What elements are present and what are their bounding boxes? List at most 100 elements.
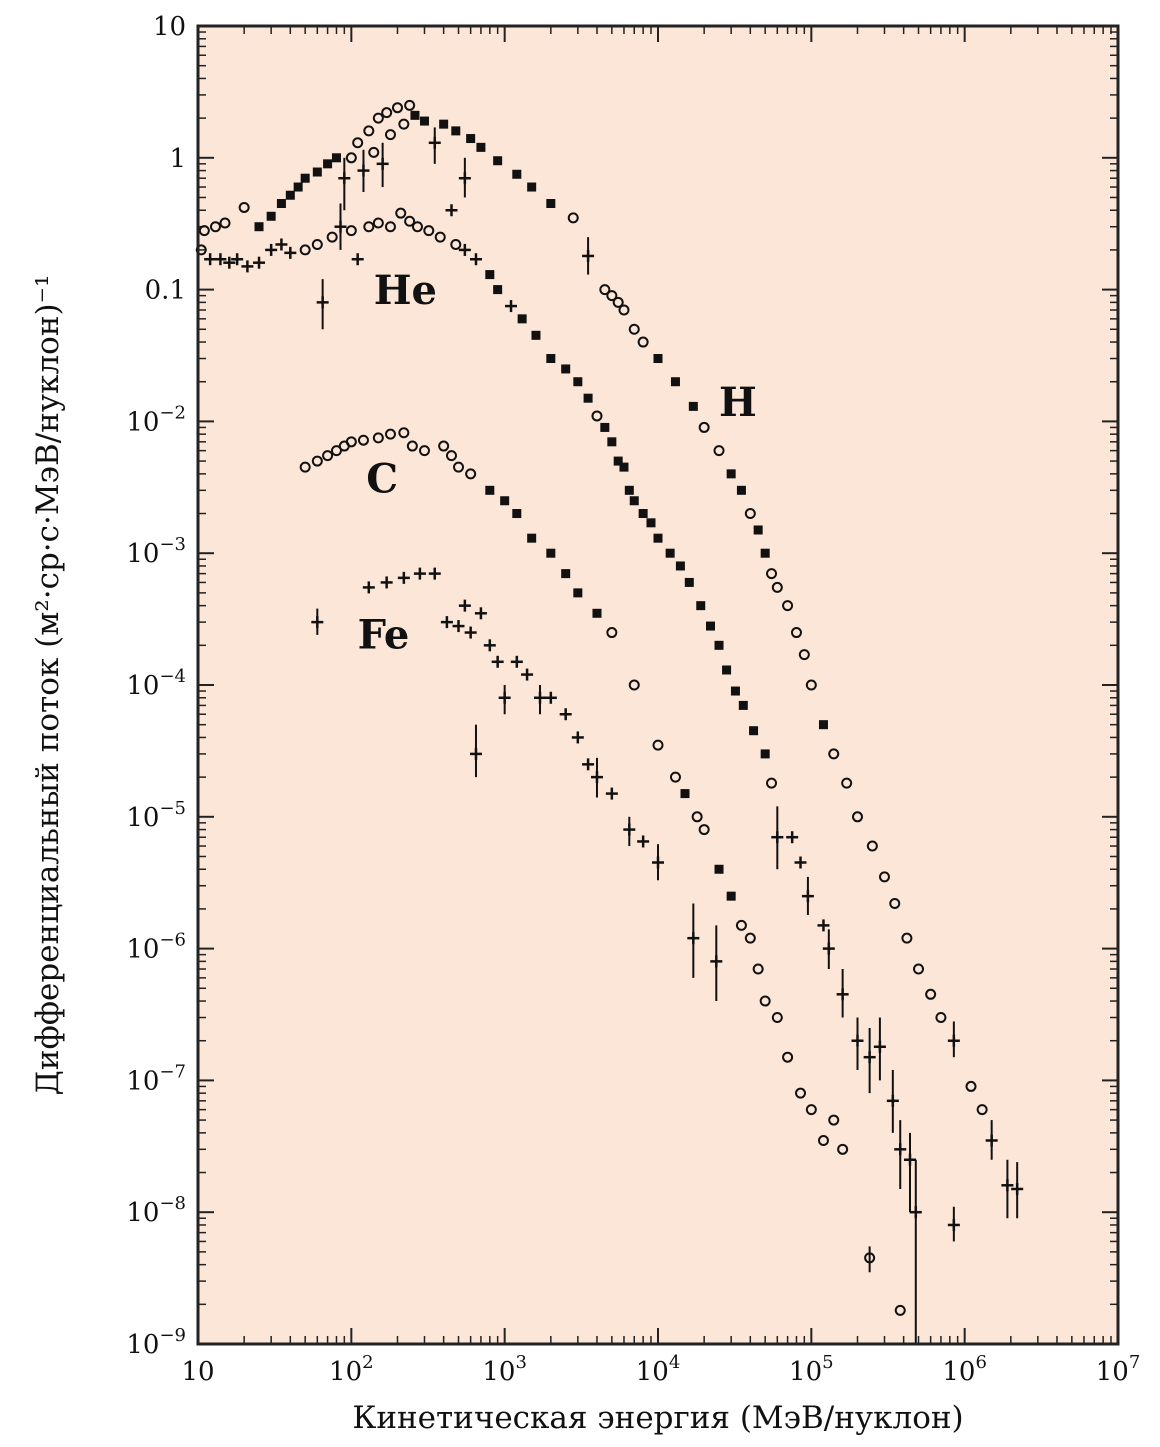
data-point [458, 243, 471, 256]
data-point [909, 1159, 922, 1344]
data-point [311, 238, 323, 250]
data-point [760, 548, 770, 558]
data-point [326, 231, 338, 243]
data-point [894, 1120, 907, 1189]
data-point [363, 221, 375, 233]
data-point [669, 771, 681, 783]
data-point [505, 300, 518, 313]
y-tick-label: 10−5 [126, 798, 186, 833]
data-point [798, 649, 810, 661]
data-point [428, 567, 441, 580]
data-point [976, 1104, 988, 1116]
data-point [590, 757, 603, 798]
data-point [744, 508, 756, 520]
data-point [749, 726, 759, 736]
data-point [613, 456, 623, 466]
data-point [512, 509, 522, 519]
data-point [606, 290, 618, 302]
data-point [582, 758, 595, 771]
data-point [637, 336, 649, 348]
data-point [493, 285, 503, 295]
data-point [646, 518, 656, 528]
data-point [372, 432, 384, 444]
data-point [698, 824, 710, 836]
data-point [418, 445, 430, 457]
data-point [714, 864, 724, 874]
y-tick-label: 10 [153, 12, 186, 42]
data-point [521, 668, 534, 681]
data-point [300, 173, 310, 183]
data-point [323, 159, 333, 169]
data-point [696, 601, 706, 611]
data-point [380, 576, 393, 589]
data-point [398, 427, 410, 439]
data-point [241, 260, 254, 273]
data-point [411, 221, 423, 233]
data-point [801, 876, 814, 915]
data-point [760, 749, 770, 759]
data-point [512, 169, 522, 179]
data-point [253, 256, 266, 269]
data-point [316, 279, 329, 330]
data-point [531, 330, 541, 340]
data-point [818, 720, 828, 730]
data-point [607, 437, 617, 447]
data-point [285, 190, 295, 200]
y-tick-label: 1 [169, 144, 186, 174]
data-point [510, 655, 523, 668]
data-point [828, 1114, 840, 1126]
data-point [357, 434, 369, 446]
x-axis-title: Кинетическая энергия (МэВ/нуклон) [352, 1400, 963, 1436]
data-point [670, 377, 680, 387]
data-point [404, 215, 416, 227]
data-point [947, 1206, 960, 1242]
data-point [345, 225, 357, 237]
data-point [299, 461, 311, 473]
data-point [782, 600, 794, 612]
data-point [628, 679, 640, 691]
series-label-fe: Fe [358, 611, 410, 658]
data-point [766, 568, 778, 580]
data-point [452, 620, 465, 633]
y-tick-label: 10−9 [126, 1325, 186, 1360]
data-point [491, 655, 504, 668]
data-point [766, 777, 778, 789]
data-point [223, 256, 236, 269]
data-point [440, 616, 453, 629]
data-point [445, 204, 458, 217]
data-point [713, 445, 725, 457]
data-point [583, 393, 593, 403]
data-point [498, 685, 511, 715]
data-point [363, 125, 375, 137]
data-point [451, 126, 461, 136]
data-point [817, 919, 830, 932]
data-point [1001, 1159, 1014, 1219]
data-points-layer [195, 99, 1024, 1344]
data-point [805, 679, 817, 691]
data-point [322, 450, 334, 462]
data-point [591, 410, 603, 422]
data-point [352, 137, 364, 149]
data-point [873, 1017, 886, 1081]
data-point [837, 1143, 849, 1155]
data-point [600, 422, 610, 432]
data-point [624, 485, 634, 495]
data-point [722, 665, 732, 675]
data-point [828, 748, 840, 760]
plot-frame [196, 24, 1120, 1346]
data-point [450, 238, 462, 250]
data-point [714, 640, 724, 650]
data-point [466, 134, 476, 144]
data-point [311, 608, 324, 635]
data-point [935, 1012, 947, 1024]
data-point [606, 627, 618, 639]
series-labels-layer: H He C Fe [358, 267, 757, 658]
data-point [771, 806, 784, 870]
data-point [947, 1021, 960, 1058]
data-point [517, 314, 527, 324]
data-point [638, 509, 648, 519]
data-point [863, 1027, 876, 1094]
x-tick-label: 10 [181, 1357, 214, 1387]
data-point [351, 253, 364, 266]
